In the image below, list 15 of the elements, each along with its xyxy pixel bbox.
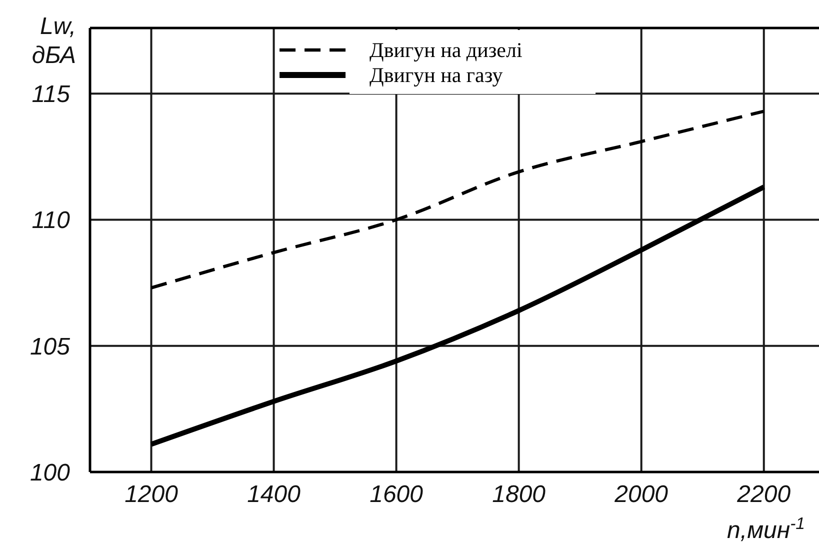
line-series: [150, 110, 766, 290]
legend-label: Двигун на дизелі: [370, 38, 522, 62]
x-tick-label: 1200: [124, 481, 179, 508]
y-axis-title: Lw, дБА: [32, 13, 76, 69]
y-tick-label: 115: [32, 80, 71, 108]
legend-label: Двигун на газу: [370, 63, 504, 87]
x-tick-label: 2000: [614, 481, 669, 508]
y-tick-label: 105: [30, 333, 71, 360]
y-tick-label: 110: [32, 207, 71, 234]
x-tick-label: 1800: [492, 481, 546, 508]
x-tick-label: 1400: [247, 481, 302, 508]
y-tick-label: 100: [30, 459, 71, 486]
x-tick-label: 2200: [736, 481, 792, 508]
x-tick-label: 1600: [370, 481, 424, 508]
x-axis-title: n,мин$^{-1}$: [727, 514, 805, 544]
